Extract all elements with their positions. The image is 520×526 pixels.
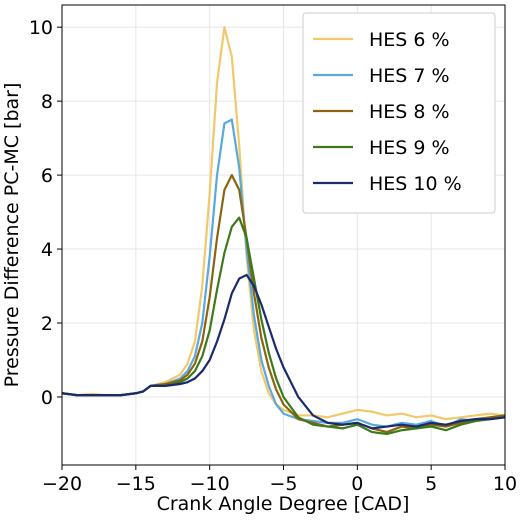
x-tick-label: −5 (269, 473, 297, 495)
y-axis-label: Pressure Difference PC-MC [bar] (1, 83, 23, 388)
x-tick-label: −10 (190, 473, 230, 495)
y-tick-label: 6 (41, 165, 53, 187)
legend-label: HES 9 % (369, 137, 450, 159)
x-tick-label: 10 (493, 473, 517, 495)
x-axis-label: Crank Angle Degree [CAD] (157, 493, 410, 515)
series-line (61, 273, 506, 430)
x-tick-label: −15 (116, 473, 156, 495)
legend-box (302, 12, 496, 214)
legend-label: HES 8 % (369, 101, 450, 123)
legend-label: HES 6 % (369, 29, 450, 51)
x-tick-label: 5 (425, 473, 437, 495)
y-tick-label: 8 (41, 91, 53, 113)
legend: HES 6 % HES 7 % HES 8 % HES 9 % HES 10 % (302, 12, 496, 214)
y-tick-label: 0 (41, 387, 53, 409)
x-tick-label: −20 (42, 473, 82, 495)
y-tick-label: 4 (41, 239, 53, 261)
y-tick-label: 2 (41, 313, 53, 335)
legend-label: HES 7 % (369, 65, 450, 87)
plot-frame (61, 4, 506, 466)
x-tick-label: 0 (351, 473, 363, 495)
legend-label: HES 10 % (369, 173, 462, 195)
y-tick-label: 10 (29, 17, 53, 39)
